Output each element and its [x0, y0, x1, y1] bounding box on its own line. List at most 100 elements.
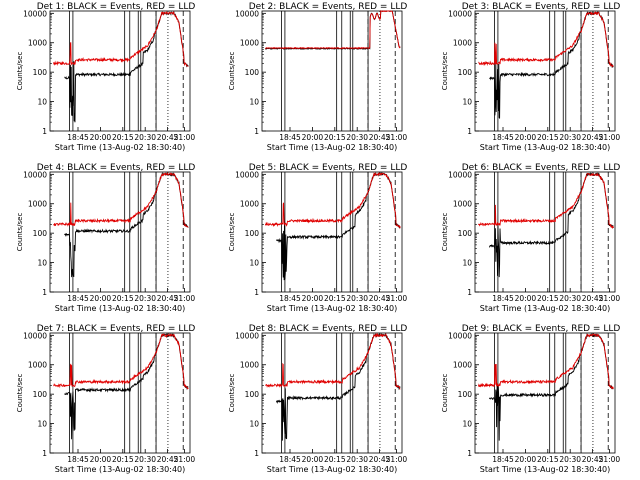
y-tick-label: 10000 [23, 331, 47, 340]
series-events-line [488, 171, 614, 278]
y-tick-label: 10000 [235, 331, 259, 340]
y-tick-label: 100 [33, 390, 48, 399]
y-tick-label: 1000 [28, 200, 47, 209]
y-tick-label: 10 [37, 420, 47, 429]
x-tick-label: 21:00 [174, 294, 196, 303]
x-tick-label: 20:30 [559, 133, 581, 142]
y-tick-label: 10 [37, 259, 47, 268]
y-tick-label: 10 [249, 98, 259, 107]
x-tick-label: 20:15 [324, 294, 346, 303]
x-axis-label: Start Time (13-Aug-02 18:30:40) [267, 304, 398, 313]
x-tick-label: 21:00 [386, 133, 408, 142]
x-tick-label: 20:00 [302, 455, 324, 464]
series-events-line [488, 332, 614, 441]
x-tick-label: 20:15 [112, 455, 134, 464]
panel-title: Det 1: BLACK = Events, RED = LLD [37, 2, 196, 12]
x-tick-label: 20:00 [302, 294, 324, 303]
plot-frame [474, 332, 616, 454]
x-tick-label: 21:00 [599, 455, 621, 464]
series-events-line [64, 332, 189, 440]
y-tick-label: 100 [33, 229, 48, 238]
x-tick-label: 18:45 [67, 133, 89, 142]
x-tick-label: 20:45 [369, 294, 391, 303]
y-tick-label: 100 [245, 68, 260, 77]
x-tick-label: 20:45 [157, 294, 179, 303]
panel-title: Det 3: BLACK = Events, RED = LLD [462, 2, 621, 12]
y-tick-label: 1 [42, 127, 47, 136]
plot-frame [261, 10, 403, 132]
series-lld-line [478, 172, 614, 230]
x-tick-label: 20:45 [157, 133, 179, 142]
y-axis-label: Counts/sec [16, 213, 24, 252]
x-tick-label: 20:00 [90, 133, 112, 142]
x-tick-label: 20:45 [369, 133, 391, 142]
panel-det-8: Det 8: BLACK = Events, RED = LLD 1 10 100 10… [228, 324, 407, 474]
y-tick-label: 1 [467, 288, 472, 297]
panel-title: Det 4: BLACK = Events, RED = LLD [37, 163, 196, 173]
y-tick-label: 10000 [235, 9, 259, 18]
x-tick-label: 21:00 [386, 455, 408, 464]
x-tick-label: 20:15 [537, 455, 559, 464]
y-tick-label: 1 [254, 449, 259, 458]
series-lld-line [53, 333, 189, 390]
panel-title: Det 7: BLACK = Events, RED = LLD [37, 324, 196, 334]
x-axis-label: Start Time (13-Aug-02 18:30:40) [55, 143, 186, 152]
y-tick-label: 10000 [448, 9, 472, 18]
x-tick-label: 20:15 [324, 455, 346, 464]
x-tick-label: 20:00 [90, 455, 112, 464]
panel-title: Det 6: BLACK = Events, RED = LLD [462, 163, 621, 173]
y-tick-label: 100 [33, 68, 48, 77]
x-tick-label: 20:15 [112, 294, 134, 303]
x-tick-label: 21:00 [599, 133, 621, 142]
series-events-line [64, 11, 189, 123]
y-tick-label: 1000 [240, 200, 259, 209]
x-tick-label: 20:00 [515, 455, 537, 464]
x-tick-label: 20:30 [346, 294, 368, 303]
x-tick-label: 20:15 [537, 133, 559, 142]
x-tick-label: 18:45 [492, 133, 514, 142]
panel-title: Det 5: BLACK = Events, RED = LLD [249, 163, 408, 173]
plot-frame [49, 171, 191, 293]
x-axis-label: Start Time (13-Aug-02 18:30:40) [480, 465, 611, 474]
x-tick-label: 20:45 [157, 455, 179, 464]
x-tick-label: 18:45 [67, 294, 89, 303]
x-tick-label: 21:00 [174, 133, 196, 142]
panel-det-5: Det 5: BLACK = Events, RED = LLD 1 10 100 10… [228, 163, 407, 313]
panel-det-1: Det 1: BLACK = Events, RED = LLD 1 10 100 10… [16, 2, 195, 152]
x-axis-label: Start Time (13-Aug-02 18:30:40) [55, 465, 186, 474]
series-lld-line [478, 11, 614, 68]
x-tick-label: 18:45 [67, 455, 89, 464]
series-lld-line [265, 332, 401, 390]
x-tick-label: 20:45 [582, 133, 604, 142]
y-tick-label: 1 [42, 449, 47, 458]
x-tick-label: 21:00 [386, 294, 408, 303]
series-lld-line [264, 171, 401, 230]
x-tick-label: 20:15 [112, 133, 134, 142]
y-tick-label: 10 [249, 420, 259, 429]
x-tick-label: 20:45 [582, 294, 604, 303]
series-lld-line [52, 10, 189, 67]
y-tick-label: 1000 [240, 39, 259, 48]
y-axis-label: Counts/sec [228, 213, 236, 252]
y-tick-label: 1000 [453, 361, 472, 370]
y-axis-label: Counts/sec [441, 213, 449, 252]
y-tick-label: 1 [467, 449, 472, 458]
y-tick-label: 1 [467, 127, 472, 136]
x-tick-label: 20:30 [559, 455, 581, 464]
series-events-line [275, 332, 401, 441]
panel-title: Det 2: BLACK = Events, RED = LLD [249, 2, 408, 12]
x-axis-label: Start Time (13-Aug-02 18:30:40) [480, 143, 611, 152]
y-tick-label: 1000 [453, 39, 472, 48]
y-tick-label: 10 [37, 98, 47, 107]
y-tick-label: 1000 [240, 361, 259, 370]
y-tick-label: 100 [245, 229, 260, 238]
series-lld-line [477, 333, 614, 390]
x-tick-label: 20:30 [346, 455, 368, 464]
x-tick-label: 20:30 [559, 294, 581, 303]
y-tick-label: 1 [254, 288, 259, 297]
y-tick-label: 10000 [448, 331, 472, 340]
x-tick-label: 20:30 [134, 455, 156, 464]
panel-title: Det 8: BLACK = Events, RED = LLD [249, 324, 408, 334]
y-tick-label: 100 [458, 390, 473, 399]
x-axis-label: Start Time (13-Aug-02 18:30:40) [480, 304, 611, 313]
